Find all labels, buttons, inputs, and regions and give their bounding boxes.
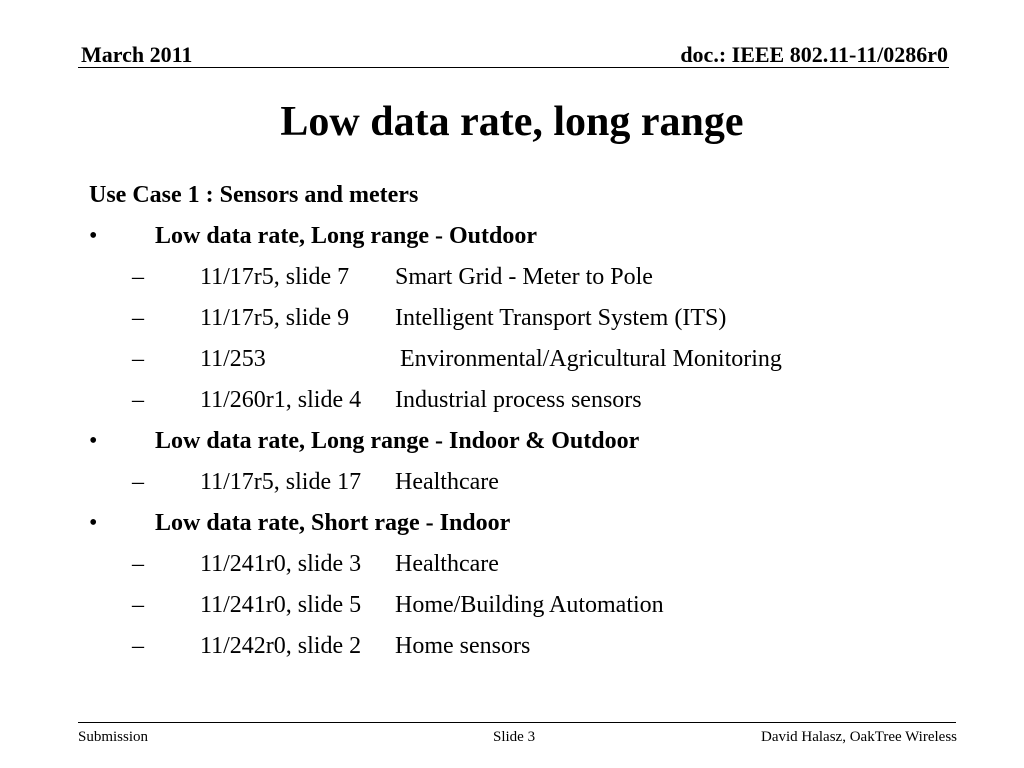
item-desc: Environmental/Agricultural Monitoring: [400, 346, 782, 372]
footer-slide-number: Slide 3: [493, 729, 536, 745]
item-ref: 11/17r5, slide 9: [200, 305, 350, 331]
group-heading: Low data rate, Long range - Outdoor: [155, 223, 537, 249]
item-desc: Home/Building Automation: [395, 592, 664, 618]
group-heading: Low data rate, Long range - Indoor & Out…: [155, 428, 640, 454]
item-desc: Healthcare: [395, 551, 499, 577]
item-desc: Home sensors: [395, 633, 531, 659]
header-doc-id: doc.: IEEE 802.11-11/0286r0: [680, 42, 948, 67]
item-desc: Industrial process sensors: [395, 387, 642, 413]
item-ref: 11/242r0, slide 2: [200, 633, 362, 659]
dash: –: [132, 592, 144, 618]
bullet: •: [89, 510, 98, 536]
item-desc: Intelligent Transport System (ITS): [395, 305, 727, 331]
dash: –: [132, 387, 144, 413]
slide-title: Low data rate, long range: [280, 99, 744, 145]
dash: –: [132, 633, 144, 659]
item-ref: 11/17r5, slide 17: [200, 469, 362, 495]
dash: –: [132, 551, 144, 577]
item-ref: 11/17r5, slide 7: [200, 264, 350, 290]
dash: –: [132, 346, 144, 372]
footer-author: David Halasz, OakTree Wireless: [760, 729, 957, 745]
item-ref: 11/260r1, slide 4: [200, 387, 362, 413]
dash: –: [132, 469, 144, 495]
header-divider: [78, 67, 949, 68]
item-desc: Healthcare: [395, 469, 499, 495]
dash: –: [132, 264, 144, 290]
footer-submission: Submission: [78, 729, 149, 745]
dash: –: [132, 305, 144, 331]
item-ref: 11/253: [200, 346, 266, 372]
group-heading: Low data rate, Short rage - Indoor: [155, 510, 511, 536]
use-case-heading: Use Case 1 : Sensors and meters: [89, 182, 419, 208]
item-ref: 11/241r0, slide 5: [200, 592, 362, 618]
bullet: •: [89, 223, 98, 249]
header-date: March 2011: [81, 42, 193, 67]
item-desc: Smart Grid - Meter to Pole: [395, 264, 653, 290]
footer-divider: [78, 722, 956, 723]
bullet: •: [89, 428, 98, 454]
item-ref: 11/241r0, slide 3: [200, 551, 362, 577]
